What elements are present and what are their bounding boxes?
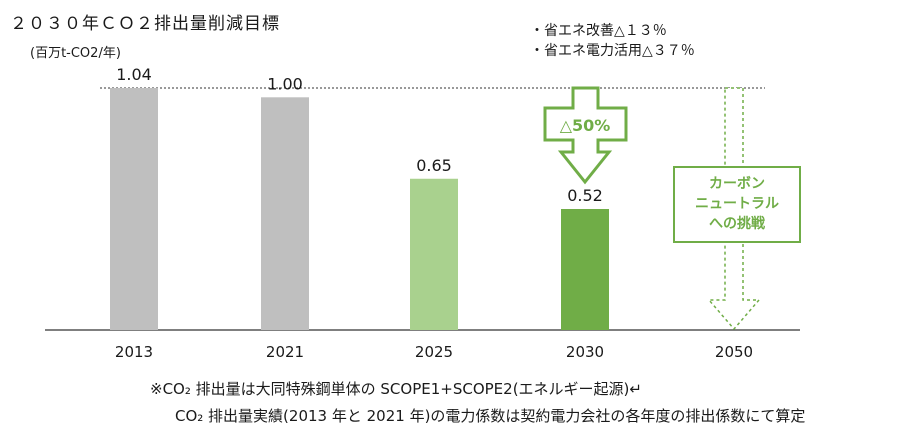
value-label-2025: 0.65 — [416, 156, 452, 175]
chart-title: ２０３０年ＣＯ２排出量削減目標 — [10, 14, 280, 34]
bar-series — [110, 88, 609, 330]
bar-2025 — [410, 178, 458, 330]
x-tick-labels: 2013 2021 2025 2030 2050 — [115, 343, 753, 361]
x-tick-2021: 2021 — [266, 343, 304, 361]
footnote-scope: ※CO₂ 排出量は大同特殊鋼単体の SCOPE1+SCOPE2(エネルギー起源)… — [150, 380, 642, 398]
reduction-percent-label: △50% — [560, 116, 611, 135]
value-label-2013: 1.04 — [116, 65, 152, 84]
bar-2030 — [561, 209, 609, 330]
carbon-neutral-line-3: への挑戦 — [709, 215, 766, 232]
x-tick-2025: 2025 — [415, 343, 453, 361]
carbon-neutral-box: カーボン ニュートラル への挑戦 — [673, 166, 801, 243]
carbon-neutral-box-frame — [673, 166, 801, 243]
bar-2013 — [110, 88, 158, 330]
reduction-arrow-shape — [543, 86, 628, 185]
value-label-2021: 1.00 — [267, 74, 303, 93]
x-tick-2013: 2013 — [115, 343, 153, 361]
reduction-arrow: △50% — [543, 86, 628, 185]
carbon-neutral-line-1: カーボン — [709, 176, 765, 192]
x-tick-2050: 2050 — [715, 343, 753, 361]
note-energy-power-use: ・省エネ電力活用△３７％ — [530, 43, 695, 59]
footnote-power-coefficient: CO₂ 排出量実績(2013 年と 2021 年)の電力係数は契約電力会社の各年… — [175, 407, 806, 425]
note-energy-saving: ・省エネ改善△１３％ — [530, 23, 667, 39]
value-label-2030: 0.52 — [567, 186, 603, 205]
x-tick-2030: 2030 — [566, 343, 604, 361]
bar-2021 — [261, 97, 309, 330]
y-axis-unit-label: (百万t-CO2/年) — [30, 46, 121, 61]
carbon-neutral-line-2: ニュートラル — [695, 196, 779, 212]
value-labels: 1.04 1.00 0.65 0.52 — [116, 65, 603, 205]
